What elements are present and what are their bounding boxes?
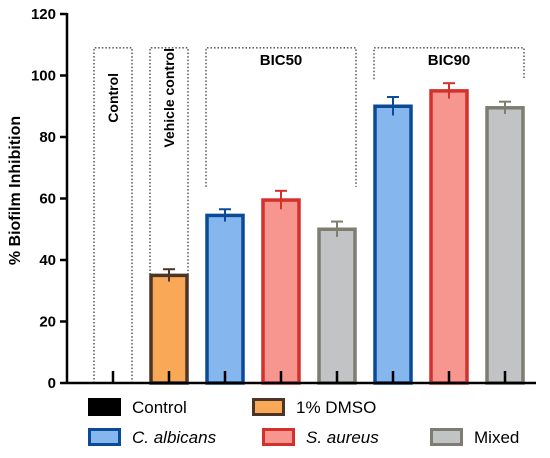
y-tick-label: 20 <box>39 314 56 331</box>
group-3: BIC50 <box>205 47 357 187</box>
legend: Control 1% DMSO C. albicans S. aureus Mixed <box>88 398 519 447</box>
legend-label: S. aureus <box>306 428 379 447</box>
legend-item-2: 1% DMSO <box>252 398 376 417</box>
group-4: BIC90 <box>373 47 525 80</box>
bar-3 <box>205 208 245 385</box>
bar-rect <box>485 106 525 385</box>
y-tick-label: 0 <box>48 375 56 392</box>
bar-rect <box>429 89 469 385</box>
legend-item-3: C. albicans <box>88 428 217 447</box>
group-annotations: Control Vehicle control BIC50 BIC90 <box>93 47 525 383</box>
bar-rect <box>205 213 245 385</box>
bar-rect <box>373 104 413 385</box>
y-tick-label: 40 <box>39 252 56 269</box>
group-label: Vehicle control <box>161 48 177 148</box>
legend-swatch <box>252 398 285 416</box>
group-label: BIC90 <box>428 52 471 69</box>
legend-item-1: Control <box>88 398 187 417</box>
legend-swatch <box>88 428 121 446</box>
y-tick-label: 60 <box>39 191 56 208</box>
y-axis-title: % Biofilm Inhibition <box>7 116 24 265</box>
bar-rect <box>261 198 301 385</box>
legend-label: Mixed <box>474 428 519 447</box>
bar-6 <box>373 96 413 385</box>
y-axis: 0 20 40 60 80 100 120 <box>31 6 536 392</box>
group-1: Control <box>93 47 133 383</box>
legend-label: Control <box>132 398 187 417</box>
group-label: BIC50 <box>260 52 303 69</box>
group-label: Control <box>105 73 121 123</box>
legend-swatch <box>430 428 463 446</box>
group-bracket <box>93 47 133 383</box>
legend-item-4: S. aureus <box>262 428 379 447</box>
group-bracket <box>373 47 525 80</box>
bar-7 <box>429 82 469 385</box>
group-bracket <box>205 47 357 187</box>
group-bracket <box>149 47 189 383</box>
legend-label: 1% DMSO <box>296 398 376 417</box>
bar-4 <box>261 189 301 385</box>
y-tick-label: 100 <box>31 68 56 85</box>
legend-label: C. albicans <box>132 428 217 447</box>
legend-swatch <box>262 428 295 446</box>
bar-rect <box>317 227 357 385</box>
y-tick-label: 120 <box>31 6 56 23</box>
bar-rect <box>149 273 189 385</box>
y-tick-label: 80 <box>39 129 56 146</box>
legend-swatch <box>88 398 121 416</box>
bar-8 <box>485 100 525 385</box>
group-2: Vehicle control <box>149 47 189 383</box>
bar-2 <box>149 268 189 385</box>
bar-5 <box>317 220 357 385</box>
legend-item-5: Mixed <box>430 428 519 447</box>
